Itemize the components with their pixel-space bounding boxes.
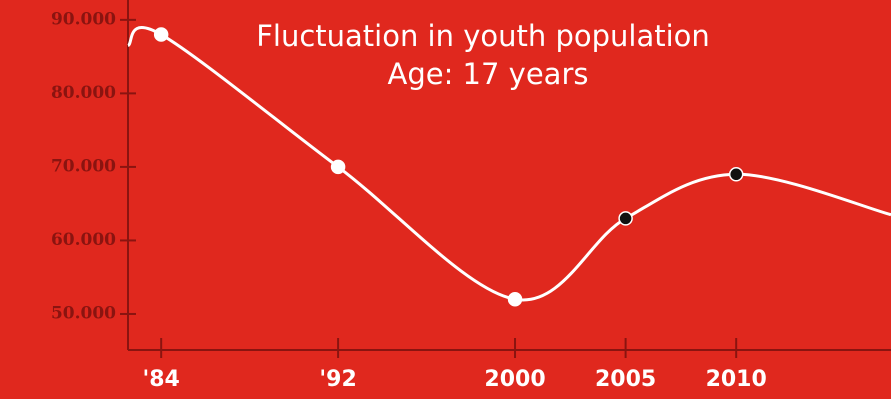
y-tick-label: 80.000: [51, 83, 116, 103]
chart-title: Fluctuation in youth population: [256, 19, 710, 53]
x-tick-label: 2010: [706, 367, 767, 392]
point: [507, 292, 523, 307]
point: [618, 211, 633, 226]
point: [330, 159, 346, 175]
chart-subtitle: Age: 17 years: [387, 57, 588, 91]
y-tick-label: 60.000: [51, 230, 116, 250]
x-tick-label: 2000: [484, 367, 545, 392]
y-tick-label: 50.000: [51, 303, 116, 323]
y-tick-label: 70.000: [51, 156, 116, 176]
x-tick-label: '92: [319, 367, 356, 392]
point: [153, 27, 169, 42]
x-tick-label: 2005: [595, 367, 656, 392]
y-tick-label: 90.000: [51, 9, 116, 29]
x-tick-label: '84: [142, 367, 179, 392]
point: [728, 167, 744, 182]
